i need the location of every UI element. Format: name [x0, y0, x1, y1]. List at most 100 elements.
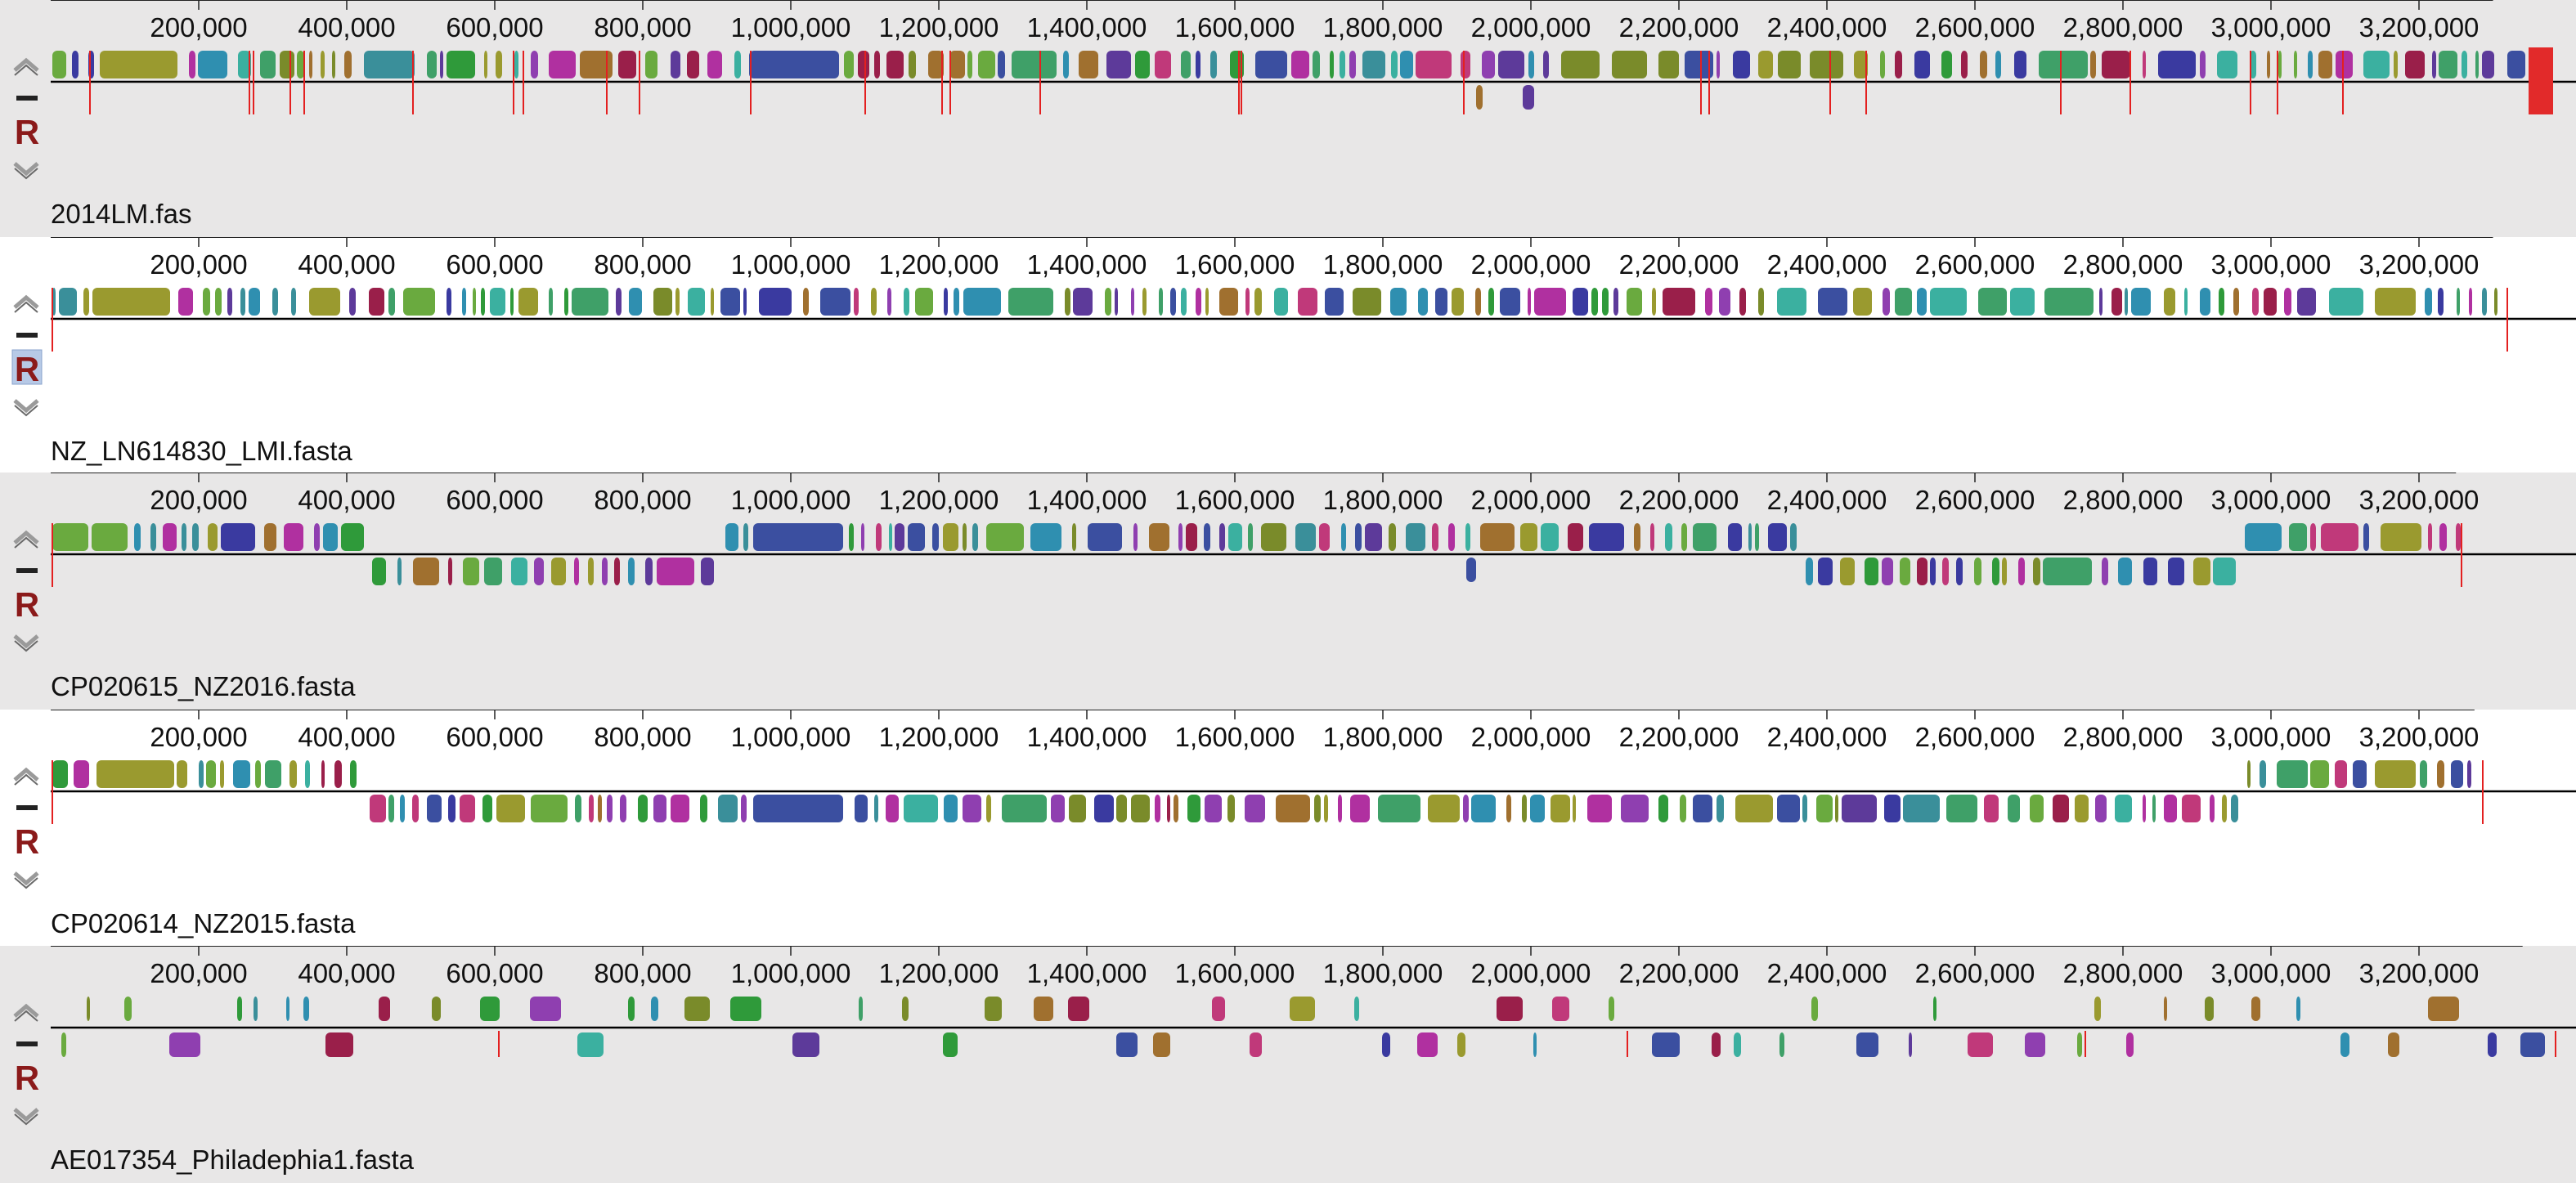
- lcb-block[interactable]: [701, 558, 714, 585]
- lcb-block[interactable]: [238, 51, 251, 78]
- lcb-block[interactable]: [2033, 558, 2040, 585]
- lcb-block[interactable]: [350, 760, 357, 788]
- lcb-block[interactable]: [1652, 1032, 1680, 1057]
- lcb-block[interactable]: [549, 51, 576, 78]
- lcb-block[interactable]: [412, 795, 419, 822]
- lcb-block[interactable]: [1105, 288, 1111, 316]
- lcb-block[interactable]: [2321, 523, 2358, 551]
- lcb-block[interactable]: [1457, 1032, 1465, 1057]
- lcb-block[interactable]: [1210, 51, 1217, 78]
- lcb-block[interactable]: [944, 795, 958, 822]
- lcb-block[interactable]: [1810, 51, 1843, 78]
- lcb-block[interactable]: [792, 1032, 819, 1057]
- lcb-block[interactable]: [124, 997, 132, 1021]
- lcb-block[interactable]: [2095, 795, 2107, 822]
- lcb-block[interactable]: [1541, 523, 1559, 551]
- genome-track[interactable]: 200,000 400,000 600,000 800,000 1,000,000 1,2…: [0, 946, 2576, 1183]
- lcb-block[interactable]: [1219, 523, 1225, 551]
- lcb-block[interactable]: [1734, 1032, 1741, 1057]
- lcb-block[interactable]: [707, 51, 722, 78]
- lcb-block[interactable]: [1295, 523, 1316, 551]
- lcb-block[interactable]: [2420, 760, 2427, 788]
- lcb-block[interactable]: [1131, 288, 1134, 316]
- lcb-block[interactable]: [2094, 997, 2101, 1021]
- lcb-block[interactable]: [1205, 288, 1209, 316]
- lcb-block[interactable]: [1591, 288, 1598, 316]
- lcb-block[interactable]: [588, 558, 594, 585]
- lcb-block[interactable]: [1681, 523, 1687, 551]
- lcb-block[interactable]: [440, 51, 443, 78]
- lcb-block[interactable]: [2205, 997, 2214, 1021]
- lcb-block[interactable]: [1717, 51, 1720, 78]
- lcb-block[interactable]: [198, 51, 227, 78]
- lcb-block[interactable]: [949, 51, 965, 78]
- lcb-block[interactable]: [2213, 558, 2236, 585]
- lcb-block[interactable]: [189, 51, 195, 78]
- lcb-block[interactable]: [1779, 1032, 1784, 1057]
- lcb-block[interactable]: [52, 523, 88, 551]
- lcb-block[interactable]: [1816, 795, 1833, 822]
- lcb-block[interactable]: [2469, 288, 2472, 316]
- lcb-block[interactable]: [963, 288, 1001, 316]
- lcb-block[interactable]: [1245, 288, 1250, 316]
- lcb-block[interactable]: [1895, 51, 1902, 78]
- lcb-block[interactable]: [753, 795, 843, 822]
- lcb-block[interactable]: [2231, 795, 2238, 822]
- lcb-block[interactable]: [1219, 288, 1238, 316]
- lcb-block[interactable]: [1196, 51, 1200, 78]
- lcb-block[interactable]: [1030, 523, 1061, 551]
- lcb-block[interactable]: [87, 997, 90, 1021]
- lcb-block[interactable]: [1561, 51, 1600, 78]
- lcb-block[interactable]: [854, 288, 859, 316]
- lcb-block[interactable]: [1942, 558, 1949, 585]
- lcb-block[interactable]: [2310, 523, 2316, 551]
- lcb-block[interactable]: [192, 523, 199, 551]
- lcb-block[interactable]: [59, 288, 77, 316]
- lcb-block[interactable]: [1522, 795, 1527, 822]
- lcb-block[interactable]: [1452, 288, 1464, 316]
- lcb-block[interactable]: [1069, 795, 1086, 822]
- lcb-block[interactable]: [1276, 795, 1310, 822]
- lcb-block[interactable]: [720, 288, 740, 316]
- lcb-block[interactable]: [1865, 558, 1878, 585]
- lcb-block[interactable]: [1613, 288, 1618, 316]
- lcb-block[interactable]: [2432, 51, 2436, 78]
- lcb-block[interactable]: [1330, 51, 1334, 78]
- set-reference-button[interactable]: R: [15, 585, 39, 624]
- lcb-block[interactable]: [1933, 997, 1936, 1021]
- lcb-block[interactable]: [349, 288, 356, 316]
- lcb-block[interactable]: [289, 760, 297, 788]
- lcb-block[interactable]: [675, 288, 680, 316]
- lcb-block[interactable]: [2439, 523, 2447, 551]
- chevron-down-icon[interactable]: [13, 871, 39, 889]
- lcb-block[interactable]: [2297, 288, 2316, 316]
- lcb-block[interactable]: [220, 760, 224, 788]
- lcb-block[interactable]: [620, 795, 626, 822]
- lcb-block[interactable]: [1186, 523, 1197, 551]
- lcb-block[interactable]: [1116, 795, 1127, 822]
- lcb-block[interactable]: [1248, 523, 1253, 551]
- set-reference-button[interactable]: R: [15, 822, 39, 861]
- lcb-block[interactable]: [1806, 558, 1813, 585]
- lcb-block[interactable]: [2102, 51, 2130, 78]
- lcb-block[interactable]: [254, 997, 258, 1021]
- lcb-block[interactable]: [344, 51, 352, 78]
- lcb-block[interactable]: [1382, 1032, 1390, 1057]
- lcb-block[interactable]: [1324, 795, 1328, 822]
- lcb-block[interactable]: [564, 288, 568, 316]
- lcb-block[interactable]: [986, 523, 1024, 551]
- lcb-block[interactable]: [700, 795, 707, 822]
- lcb-block[interactable]: [551, 558, 566, 585]
- lcb-block[interactable]: [1178, 523, 1183, 551]
- lcb-block[interactable]: [1520, 523, 1537, 551]
- lcb-block[interactable]: [2099, 288, 2103, 316]
- lcb-block[interactable]: [718, 795, 738, 822]
- chevron-down-icon[interactable]: [13, 634, 39, 652]
- lcb-block[interactable]: [1313, 51, 1320, 78]
- lcb-block[interactable]: [1735, 795, 1773, 822]
- lcb-block[interactable]: [2451, 760, 2463, 788]
- lcb-block[interactable]: [618, 51, 636, 78]
- lcb-block[interactable]: [1353, 288, 1381, 316]
- genome-track[interactable]: 200,000 400,000 600,000 800,000 1,000,000 1,2…: [0, 473, 2576, 710]
- lcb-block[interactable]: [902, 997, 909, 1021]
